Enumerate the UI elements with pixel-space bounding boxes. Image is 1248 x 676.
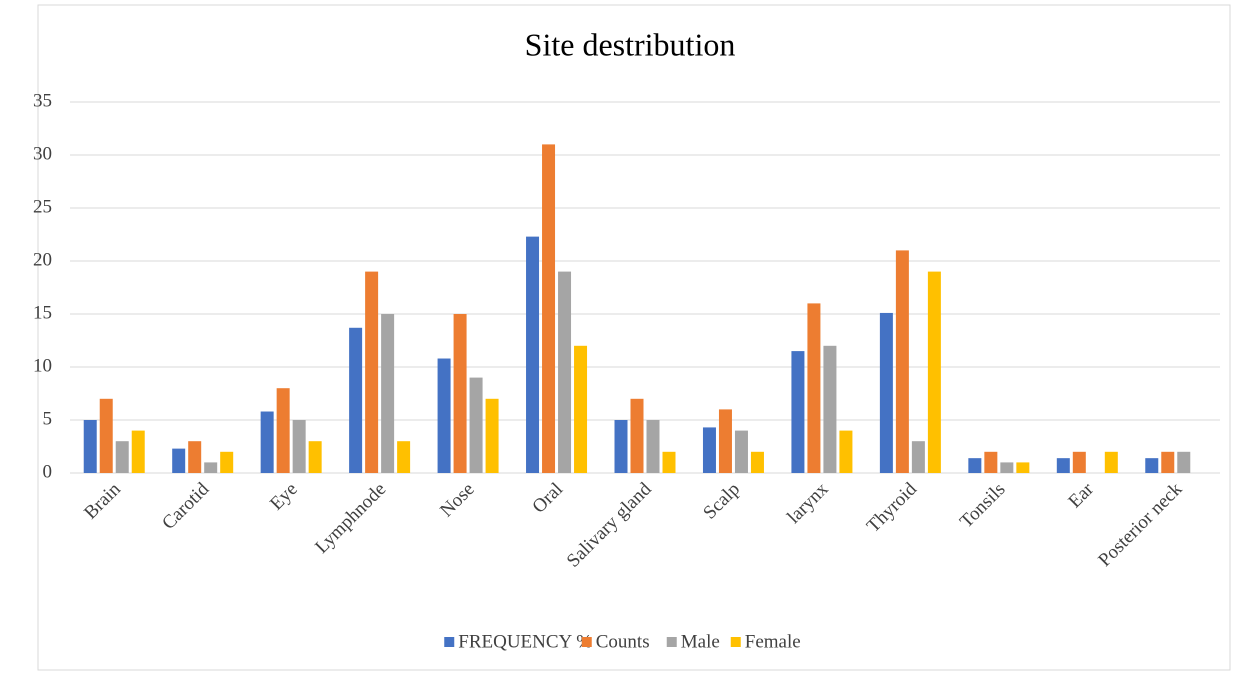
- bar: [807, 303, 821, 473]
- y-tick-label: 0: [43, 461, 53, 482]
- bar: [734, 430, 748, 473]
- bar: [276, 388, 290, 473]
- legend-label: Female: [745, 631, 801, 652]
- bar: [220, 451, 234, 473]
- bar: [260, 411, 274, 473]
- y-tick-label: 35: [33, 90, 52, 111]
- bar: [1177, 451, 1191, 473]
- bar: [823, 345, 837, 473]
- bar: [1104, 451, 1118, 473]
- bar: [349, 327, 363, 473]
- bar: [1016, 462, 1030, 473]
- y-tick-label: 30: [33, 143, 52, 164]
- y-tick-label: 25: [33, 196, 52, 217]
- legend-label: Male: [681, 631, 720, 652]
- bar: [702, 427, 716, 473]
- bar: [453, 314, 467, 473]
- y-tick-label: 20: [33, 249, 52, 270]
- legend-swatch: [666, 637, 677, 647]
- bar: [1145, 458, 1159, 473]
- bar: [485, 398, 499, 473]
- legend-swatch: [730, 637, 741, 647]
- bar: [1056, 458, 1070, 473]
- bar: [172, 448, 186, 473]
- y-tick-label: 5: [43, 408, 53, 429]
- legend-label: Counts: [596, 631, 650, 652]
- bar: [879, 312, 893, 473]
- bar: [188, 441, 202, 473]
- bar: [927, 271, 941, 473]
- bar: [662, 451, 676, 473]
- chart-frame: [37, 4, 1231, 671]
- bar: [646, 420, 660, 473]
- bar: [630, 398, 644, 473]
- bar: [911, 441, 925, 473]
- bar: [750, 451, 764, 473]
- bar: [574, 345, 588, 473]
- bar: [308, 441, 322, 473]
- legend-label: FREQUENCY %: [458, 631, 592, 652]
- bar: [1000, 462, 1014, 473]
- bar: [397, 441, 411, 473]
- chart-title: Site destribution: [525, 26, 736, 62]
- bar: [1161, 451, 1175, 473]
- bar: [469, 377, 483, 473]
- bar: [791, 351, 805, 473]
- bar: [558, 271, 572, 473]
- legend-swatch: [444, 637, 455, 647]
- bar: [526, 236, 540, 473]
- bar: [381, 314, 395, 473]
- legend-swatch: [581, 637, 592, 647]
- bar: [437, 358, 451, 473]
- bar: [984, 451, 998, 473]
- bar: [115, 441, 129, 473]
- bar: [542, 144, 556, 473]
- y-tick-label: 10: [33, 355, 52, 376]
- bar: [968, 458, 982, 473]
- bar: [895, 250, 909, 473]
- bar: [614, 420, 628, 473]
- bar: [204, 462, 218, 473]
- bar: [365, 271, 379, 473]
- bar: [292, 420, 306, 473]
- y-tick-label: 15: [33, 302, 52, 323]
- bar: [99, 398, 113, 473]
- bar: [83, 420, 97, 473]
- bar: [839, 430, 853, 473]
- bar: [131, 430, 145, 473]
- bar: [1072, 451, 1086, 473]
- bar: [718, 409, 732, 473]
